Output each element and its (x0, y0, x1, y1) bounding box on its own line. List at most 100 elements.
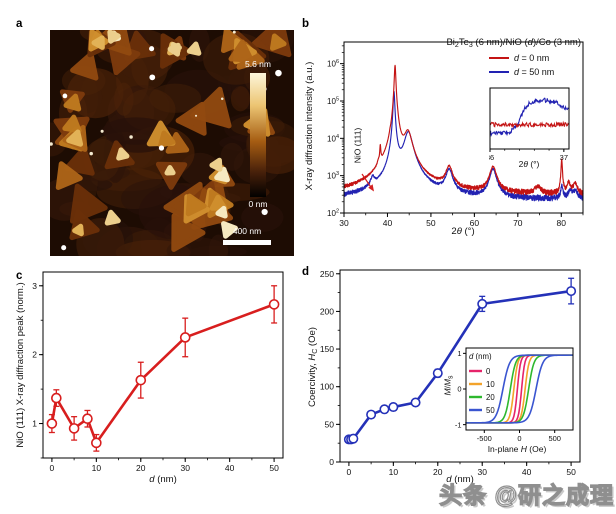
annotation-arrow (361, 173, 372, 189)
hysteresis-inset-plot: -500 0 500 -1 0 1 d (nm) 0 10 20 50 (455, 347, 574, 443)
y-tick-label: 50 (325, 419, 335, 429)
x-tick-label: 50 (269, 463, 279, 472)
legend-label: d = 0 nm (514, 53, 550, 63)
title-text: Bi (446, 37, 455, 48)
afm-crystallite (55, 161, 83, 190)
afm-crystallite (116, 147, 130, 161)
afm-crystallite (185, 193, 207, 217)
afm-crystallite (214, 166, 230, 183)
data-point (432, 368, 443, 379)
afm-crystallite (209, 194, 228, 211)
xrd-curve (343, 64, 584, 196)
afm-crystallite (91, 35, 105, 50)
xrd-curve (343, 90, 584, 202)
afm-crystallite (221, 221, 238, 239)
x-tick-label: 10 (92, 463, 102, 472)
afm-small-dot (194, 114, 198, 117)
x-tick-label: 20 (136, 463, 146, 472)
afm-crystallite (104, 209, 121, 226)
plot-frame (42, 271, 284, 459)
hysteresis-loop (465, 354, 573, 424)
data-point (388, 402, 399, 413)
data-point (82, 413, 93, 425)
watermark: 头条 @研之成理 (439, 481, 614, 508)
panel-a-label: a (16, 18, 23, 30)
y-tick-label: 102 (327, 209, 339, 219)
title-text: Te (458, 37, 469, 48)
data-point (91, 437, 102, 449)
nio-111-annotation: NiO (111) (352, 127, 363, 164)
data-point (379, 404, 390, 415)
title-var: d (527, 37, 533, 48)
x-tick-label: 40 (522, 467, 532, 476)
inset-y-tick-label: 1 (457, 349, 461, 358)
xrd-legend: d = 0 nm d = 50 nm (489, 51, 554, 79)
afm-crystallite (269, 33, 287, 51)
legend-item-d50: d = 50 nm (489, 65, 554, 79)
panel-b-label: b (302, 18, 310, 30)
hysteresis-x-axis-label: In-plane H (Oe) (487, 444, 547, 454)
inset-x-tick-label: -500 (477, 434, 492, 443)
afm-small-dot (50, 142, 53, 146)
coercivity-x-axis-label: d (nm) (446, 474, 474, 485)
data-point (179, 332, 191, 343)
inset-x-tick-label: 36 (489, 153, 494, 161)
title-sub: 2 (454, 42, 459, 49)
nio-peak-y-axis-label: NiO (111) X-ray diffraction peak (norm.) (15, 282, 26, 448)
y-tick-label: 250 (320, 269, 334, 279)
x-tick-label: 30 (180, 463, 190, 472)
afm-crystallite (228, 39, 254, 63)
x-tick-label: 10 (389, 467, 399, 476)
afm-texture (230, 86, 251, 112)
x-tick-label: 0 (347, 467, 352, 476)
inset-curve (489, 120, 570, 129)
nio-peak-plot: 0 10 20 30 40 50 1 2 3 (32, 271, 284, 472)
inset-legend-label: 10 (486, 380, 495, 389)
title-sub: 3 (468, 42, 473, 49)
y-tick-label: 200 (320, 306, 334, 316)
panel-c-label: c (16, 270, 23, 282)
inset-legend-title: d (nm) (469, 352, 492, 361)
afm-crystallite (164, 165, 176, 176)
panel-d-label: d (302, 266, 310, 278)
inset-y-tick-label: -1 (455, 420, 462, 429)
afm-crystallite (66, 129, 84, 147)
data-line (50, 303, 275, 445)
xrd-y-axis-label: X-ray diffraction intensity (a.u.) (304, 61, 315, 191)
colorbar-max-label: 5.6 nm (245, 59, 271, 69)
afm-crystallite (220, 30, 245, 54)
afm-crystallite (158, 130, 176, 148)
afm-small-dot (129, 135, 133, 139)
afm-bright-dot (261, 208, 268, 216)
annotation-arrowhead (368, 184, 374, 192)
x-tick-label: 80 (557, 218, 567, 228)
afm-crystallite (215, 205, 228, 219)
data-point (135, 374, 147, 386)
inset-x-tick-label: 0 (517, 434, 521, 443)
afm-crystallite (190, 86, 232, 129)
xrd-inset-plot: 36 37 (489, 87, 570, 161)
afm-crystallite (62, 114, 82, 134)
sample-structure-title: Bi2Te3 (6 nm)/NiO (d)/Co (3 nm) (300, 37, 581, 49)
data-point (46, 418, 58, 429)
data-point (410, 397, 421, 408)
afm-crystallite (64, 146, 95, 176)
afm-crystallite (171, 213, 206, 252)
x-tick-label: 50 (426, 218, 436, 228)
afm-bright-dot (61, 245, 67, 251)
x-tick-label: 30 (477, 467, 487, 476)
afm-bright-dot (149, 46, 155, 52)
data-point (68, 423, 80, 434)
afm-crystallite (63, 93, 82, 112)
afm-bright-dot (275, 69, 282, 77)
inset-curve (489, 97, 569, 137)
afm-texture (241, 202, 284, 232)
y-tick-label: 104 (327, 134, 339, 144)
afm-small-dot (232, 30, 236, 34)
x-tick-label: 60 (470, 218, 480, 228)
legend-swatch-red (489, 56, 509, 60)
data-point (268, 299, 280, 310)
coercivity-y-axis-label: Coercivity, HC (Oe) (307, 327, 319, 407)
plot-frame (343, 41, 584, 214)
